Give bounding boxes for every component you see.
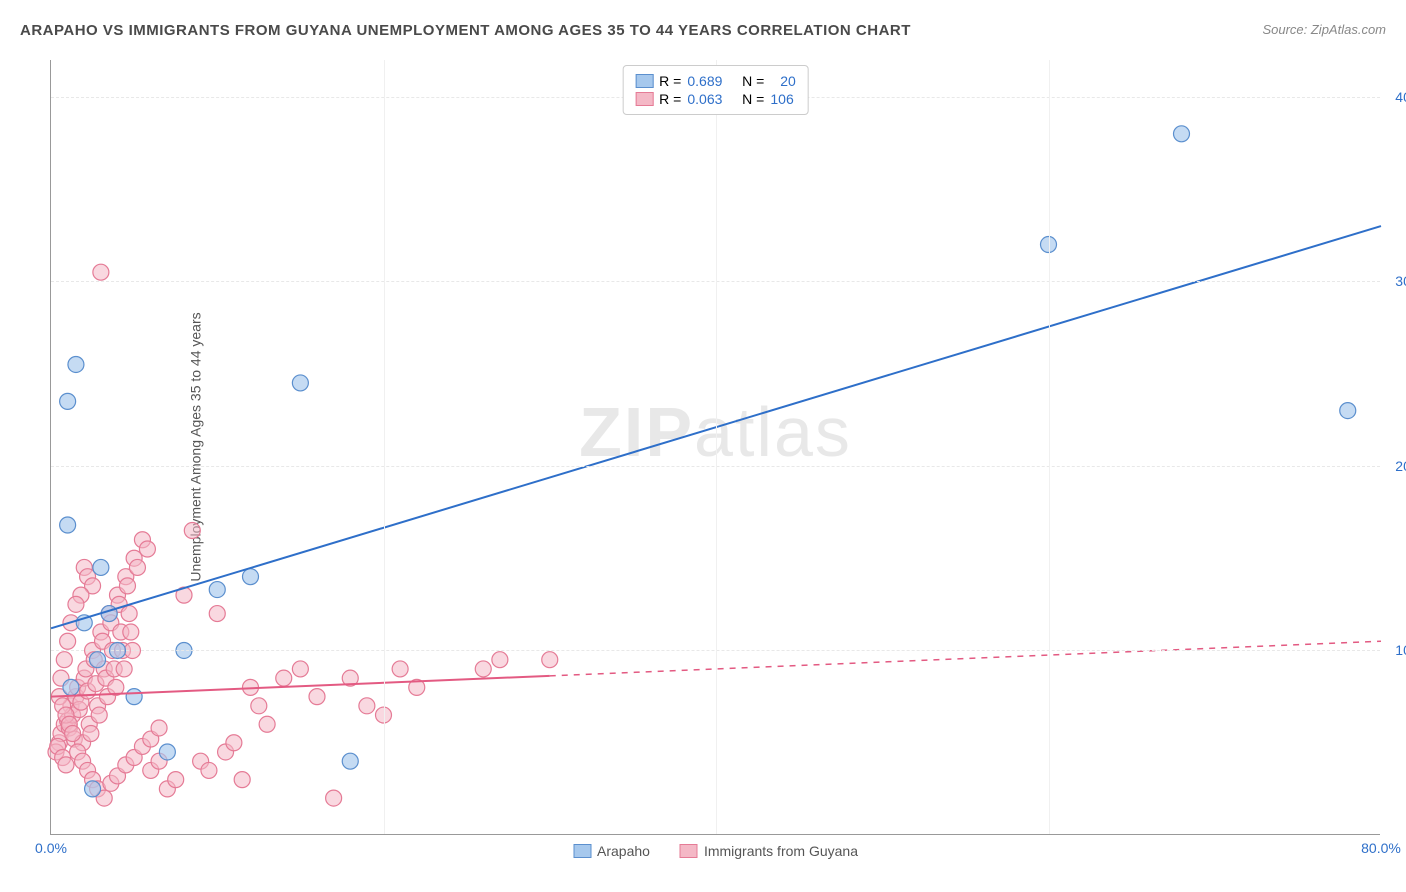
y-tick-label: 40.0%: [1395, 89, 1406, 105]
data-point: [116, 661, 132, 677]
data-point: [68, 596, 84, 612]
data-point: [119, 578, 135, 594]
correlation-legend: R = 0.689 N = 20 R = 0.063 N = 106: [622, 65, 809, 115]
data-point: [209, 606, 225, 622]
data-point: [60, 393, 76, 409]
data-point: [359, 698, 375, 714]
stat-n-label: N =: [742, 73, 764, 89]
data-point: [309, 689, 325, 705]
trend-line: [51, 676, 550, 697]
series-legend: Arapaho Immigrants from Guyana: [573, 843, 858, 859]
data-point: [83, 726, 99, 742]
data-point: [342, 753, 358, 769]
swatch-arapaho: [635, 74, 653, 88]
data-point: [1340, 403, 1356, 419]
legend-label-guyana: Immigrants from Guyana: [704, 843, 858, 859]
swatch-guyana-bottom: [680, 844, 698, 858]
data-point: [168, 772, 184, 788]
data-point: [58, 757, 74, 773]
data-point: [326, 790, 342, 806]
legend-item-guyana: Immigrants from Guyana: [680, 843, 858, 859]
data-point: [63, 679, 79, 695]
data-point: [492, 652, 508, 668]
x-tick-label: 80.0%: [1361, 840, 1401, 856]
data-point: [126, 689, 142, 705]
plot-area: Unemployment Among Ages 35 to 44 years Z…: [50, 60, 1380, 835]
data-point: [129, 559, 145, 575]
stat-n-label: N =: [742, 91, 764, 107]
stat-n-arapaho: 20: [780, 73, 796, 89]
data-point: [259, 716, 275, 732]
data-point: [121, 606, 137, 622]
x-tick-label: 0.0%: [35, 840, 67, 856]
y-tick-label: 10.0%: [1395, 642, 1406, 658]
data-point: [1174, 126, 1190, 142]
stat-r-arapaho: 0.689: [687, 73, 722, 89]
y-tick-label: 30.0%: [1395, 273, 1406, 289]
trend-line-dashed: [550, 641, 1381, 676]
data-point: [159, 744, 175, 760]
data-point: [91, 707, 107, 723]
data-point: [184, 523, 200, 539]
data-point: [276, 670, 292, 686]
legend-row-guyana: R = 0.063 N = 106: [635, 91, 796, 107]
source-label: Source: ZipAtlas.com: [1262, 22, 1386, 37]
data-point: [292, 661, 308, 677]
data-point: [234, 772, 250, 788]
data-point: [139, 541, 155, 557]
data-point: [56, 652, 72, 668]
data-point: [60, 517, 76, 533]
swatch-guyana: [635, 92, 653, 106]
stat-r-label: R =: [659, 91, 681, 107]
stat-n-guyana: 106: [770, 91, 793, 107]
data-point: [85, 781, 101, 797]
legend-row-arapaho: R = 0.689 N = 20: [635, 73, 796, 89]
data-point: [65, 726, 81, 742]
legend-item-arapaho: Arapaho: [573, 843, 650, 859]
swatch-arapaho-bottom: [573, 844, 591, 858]
data-point: [209, 582, 225, 598]
data-point: [201, 762, 217, 778]
data-point: [243, 569, 259, 585]
y-tick-label: 20.0%: [1395, 458, 1406, 474]
data-point: [542, 652, 558, 668]
stat-r-label: R =: [659, 73, 681, 89]
data-point: [251, 698, 267, 714]
chart-title: ARAPAHO VS IMMIGRANTS FROM GUYANA UNEMPL…: [20, 22, 911, 39]
data-point: [292, 375, 308, 391]
data-point: [392, 661, 408, 677]
data-point: [101, 606, 117, 622]
data-point: [60, 633, 76, 649]
data-point: [475, 661, 491, 677]
legend-label-arapaho: Arapaho: [597, 843, 650, 859]
data-point: [123, 624, 139, 640]
stat-r-guyana: 0.063: [687, 91, 722, 107]
data-point: [93, 559, 109, 575]
data-point: [93, 264, 109, 280]
data-point: [90, 652, 106, 668]
data-point: [151, 720, 167, 736]
data-point: [226, 735, 242, 751]
chart-container: ARAPAHO VS IMMIGRANTS FROM GUYANA UNEMPL…: [0, 0, 1406, 892]
data-point: [68, 356, 84, 372]
